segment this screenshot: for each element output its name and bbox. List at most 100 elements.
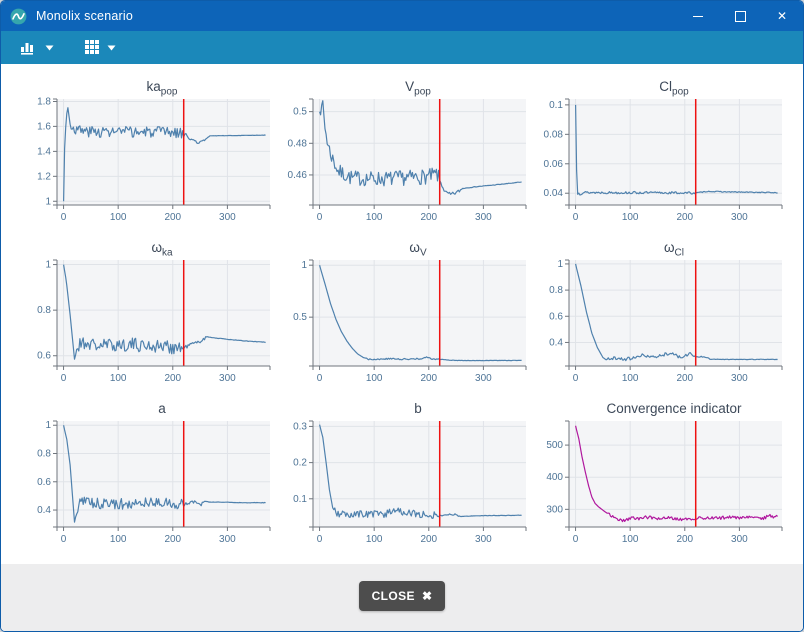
svg-text:0.4: 0.4 <box>37 505 51 516</box>
svg-text:0.5: 0.5 <box>293 107 307 118</box>
svg-text:0: 0 <box>573 212 579 223</box>
chart-canvas-v-pop[interactable]: 0 100 200 300 0.46 0.48 0.5 <box>279 94 531 226</box>
svg-text:0.04: 0.04 <box>544 188 564 199</box>
title-bar: Monolix scenario ✕ <box>1 1 803 31</box>
svg-text:200: 200 <box>164 373 181 384</box>
chart-panel-cl-pop: Clpop 01002003000.040.060.080.1 <box>535 73 791 234</box>
chart-title: Clpop <box>535 73 787 94</box>
svg-text:200: 200 <box>420 534 437 545</box>
svg-text:0.1: 0.1 <box>293 494 307 505</box>
svg-text:1.6: 1.6 <box>37 121 51 132</box>
svg-text:0.3: 0.3 <box>293 421 307 432</box>
svg-text:200: 200 <box>676 534 693 545</box>
svg-text:0.6: 0.6 <box>37 477 51 488</box>
chevron-down-icon <box>45 45 54 51</box>
svg-text:300: 300 <box>546 504 563 515</box>
chart-canvas-omega-v[interactable]: 0 100 200 300 0.5 1 <box>279 255 531 387</box>
svg-text:0: 0 <box>317 373 323 384</box>
chart-canvas-omega-cl[interactable]: 0 100 200 300 0.4 0.6 0.8 1 <box>535 255 787 387</box>
svg-text:0.5: 0.5 <box>293 312 307 323</box>
svg-text:300: 300 <box>731 373 748 384</box>
chart-title: ωCl <box>535 234 787 255</box>
maximize-button[interactable] <box>719 1 761 31</box>
grid-layout-icon <box>85 40 100 55</box>
svg-text:0.1: 0.1 <box>549 100 563 111</box>
svg-text:500: 500 <box>546 440 563 451</box>
svg-text:300: 300 <box>475 534 492 545</box>
monolix-logo-icon <box>10 8 27 25</box>
svg-text:200: 200 <box>164 534 181 545</box>
chart-title: kapop <box>23 73 275 94</box>
footer-bar: CLOSE ✖ <box>1 564 803 631</box>
chart-title: a <box>23 395 275 416</box>
svg-text:300: 300 <box>219 373 236 384</box>
svg-text:300: 300 <box>731 212 748 223</box>
svg-text:0: 0 <box>317 212 323 223</box>
chart-panel-b: b 01002003000.10.20.3 <box>279 395 535 556</box>
svg-text:0.46: 0.46 <box>288 170 308 181</box>
plots-area: kapop 010020030011.21.41.61.8 Vpop 01002… <box>1 64 803 564</box>
chart-canvas-cl-pop[interactable]: 01002003000.040.060.080.1 <box>535 94 787 226</box>
window-title: Monolix scenario <box>36 9 133 23</box>
svg-text:400: 400 <box>546 472 563 483</box>
svg-text:200: 200 <box>676 212 693 223</box>
svg-text:1.2: 1.2 <box>37 171 51 182</box>
chevron-down-icon <box>107 45 116 51</box>
svg-text:0: 0 <box>573 373 579 384</box>
minimize-icon <box>693 16 703 17</box>
svg-text:100: 100 <box>366 373 383 384</box>
window-close-button[interactable]: ✕ <box>761 1 803 31</box>
grid-layout-dropdown-button[interactable] <box>83 36 118 59</box>
chart-title: Convergence indicator <box>535 395 787 416</box>
chart-canvas-convergence-indicator[interactable]: 0100200300300400500 <box>535 416 787 548</box>
toolbar <box>1 31 803 64</box>
svg-text:1: 1 <box>45 420 51 431</box>
svg-text:100: 100 <box>366 212 383 223</box>
window-controls: ✕ <box>677 1 803 31</box>
chart-canvas-b[interactable]: 01002003000.10.20.3 <box>279 416 531 548</box>
chart-title: b <box>279 395 531 416</box>
svg-text:0: 0 <box>61 373 67 384</box>
svg-text:200: 200 <box>676 373 693 384</box>
chart-panel-omega-ka: ωka 01002003000.60.81 <box>23 234 279 395</box>
chart-type-dropdown-button[interactable] <box>18 36 56 59</box>
svg-text:0.8: 0.8 <box>549 285 563 296</box>
chart-panel-ka-pop: kapop 010020030011.21.41.61.8 <box>23 73 279 234</box>
close-button-label: CLOSE <box>372 589 415 603</box>
svg-text:200: 200 <box>420 373 437 384</box>
maximize-icon <box>735 11 746 22</box>
svg-text:300: 300 <box>219 534 236 545</box>
svg-text:0: 0 <box>61 212 67 223</box>
close-x-icon: ✖ <box>422 589 432 603</box>
svg-text:100: 100 <box>110 373 127 384</box>
svg-text:300: 300 <box>475 212 492 223</box>
svg-text:300: 300 <box>475 373 492 384</box>
chart-canvas-omega-ka[interactable]: 01002003000.60.81 <box>23 255 275 387</box>
svg-text:1: 1 <box>557 259 563 270</box>
chart-canvas-ka-pop[interactable]: 010020030011.21.41.61.8 <box>23 94 275 226</box>
svg-text:100: 100 <box>622 534 639 545</box>
svg-text:300: 300 <box>731 534 748 545</box>
chart-title: Vpop <box>279 73 531 94</box>
svg-text:100: 100 <box>110 534 127 545</box>
chart-canvas-a[interactable]: 01002003000.40.60.81 <box>23 416 275 548</box>
svg-text:1.8: 1.8 <box>37 96 51 107</box>
chart-panel-v-pop: Vpop 0 100 200 300 0.46 0.48 0.5 <box>279 73 535 234</box>
svg-text:100: 100 <box>110 212 127 223</box>
svg-text:0: 0 <box>317 534 323 545</box>
svg-text:0.8: 0.8 <box>37 449 51 460</box>
svg-text:0.4: 0.4 <box>549 337 563 348</box>
svg-text:0.2: 0.2 <box>293 458 307 469</box>
svg-text:0.48: 0.48 <box>288 138 308 149</box>
chart-title: ωka <box>23 234 275 255</box>
close-button[interactable]: CLOSE ✖ <box>359 581 446 611</box>
svg-text:1: 1 <box>45 260 51 271</box>
svg-text:100: 100 <box>622 373 639 384</box>
svg-text:200: 200 <box>420 212 437 223</box>
chart-panel-omega-v: ωV 01002003000.51 <box>279 234 535 395</box>
minimize-button[interactable] <box>677 1 719 31</box>
svg-text:1: 1 <box>301 260 307 271</box>
plots-grid: kapop 010020030011.21.41.61.8 Vpop 01002… <box>23 73 803 556</box>
svg-text:0.6: 0.6 <box>549 311 563 322</box>
svg-text:300: 300 <box>219 212 236 223</box>
